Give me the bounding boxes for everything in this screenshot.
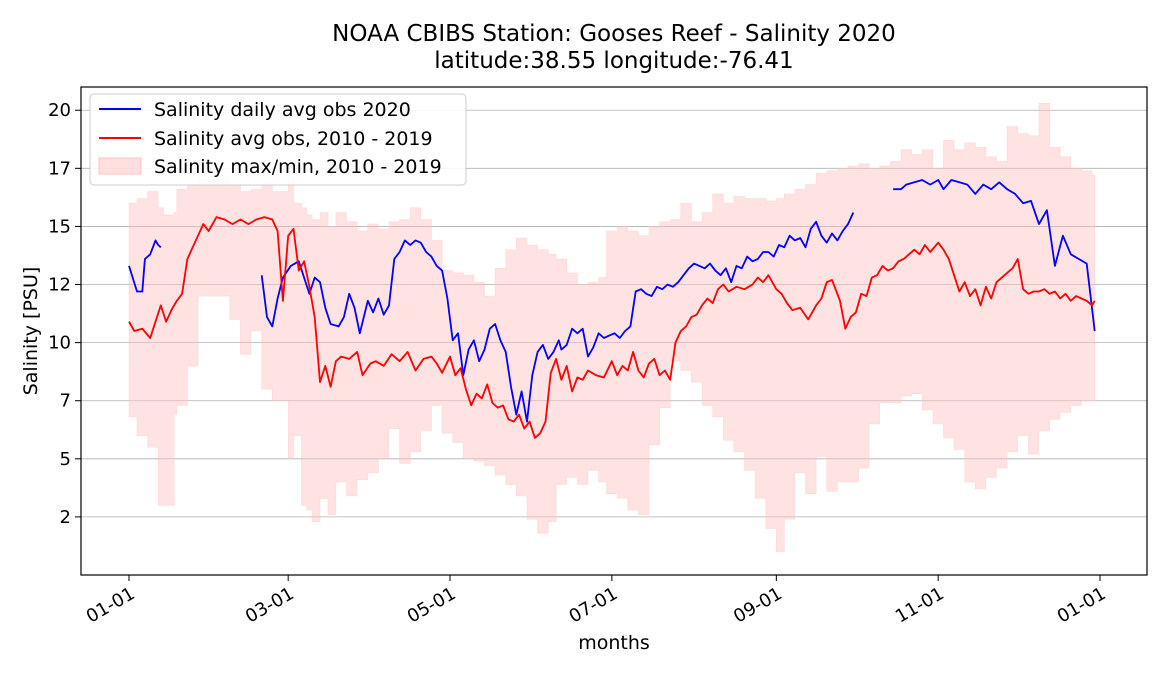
y-tick-label: 20 <box>48 100 71 121</box>
series-lines <box>128 179 1096 439</box>
x-tick-label: 09-01 <box>730 583 786 627</box>
x-tick-label: 01-01 <box>1054 583 1110 627</box>
chart-title: NOAA CBIBS Station: Gooses Reef - Salini… <box>332 21 896 47</box>
plot-frame <box>80 86 1148 576</box>
series-line-avg-obs <box>128 216 1096 439</box>
chart-subtitle: latitude:38.55 longitude:-76.41 <box>434 48 793 74</box>
x-tick-label: 03-01 <box>242 583 298 627</box>
x-axis-label: months <box>578 632 650 654</box>
x-tick-label: 01-01 <box>83 583 139 627</box>
max-min-band-area <box>128 103 1095 553</box>
y-tick-label: 10 <box>48 333 71 354</box>
x-axis-ticks: 01-01 03-01 05-01 07-01 09-01 11-01 01-01 <box>83 575 1110 627</box>
legend-swatch-max-min <box>98 157 142 175</box>
y-tick-label: 2 <box>60 507 71 528</box>
x-tick-label: 05-01 <box>404 583 460 627</box>
legend-label-max-min: Salinity max/min, 2010 - 2019 <box>154 156 442 178</box>
y-axis-ticks: 2 5 7 10 12 15 17 20 <box>48 100 81 528</box>
y-tick-label: 7 <box>60 391 71 412</box>
y-axis-label: Salinity [PSU] <box>20 267 42 396</box>
max-min-band <box>128 103 1095 553</box>
y-tick-label: 5 <box>60 449 71 470</box>
series-line-2020-obs <box>128 179 1096 423</box>
x-tick-label: 07-01 <box>566 583 622 627</box>
legend-box <box>89 93 467 186</box>
x-tick-label: 11-01 <box>892 583 948 627</box>
y-tick-label: 17 <box>48 158 71 179</box>
y-tick-label: 12 <box>48 275 71 296</box>
legend-label-avg-obs: Salinity avg obs, 2010 - 2019 <box>154 128 433 150</box>
y-tick-label: 15 <box>48 216 71 237</box>
legend-label-2020-obs: Salinity daily avg obs 2020 <box>154 99 411 121</box>
legend: Salinity daily avg obs 2020 Salinity avg… <box>89 93 467 186</box>
